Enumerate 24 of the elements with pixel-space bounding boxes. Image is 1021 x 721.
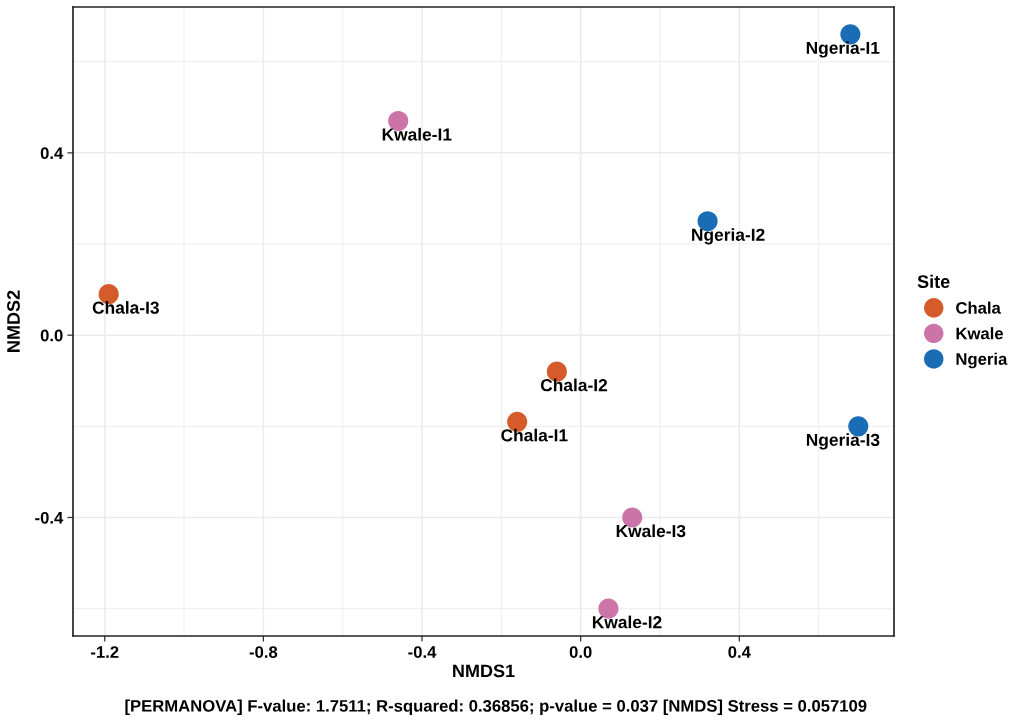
- annotation: Kwale-I1: [382, 127, 452, 141]
- y-tick-label: 0.4: [40, 147, 64, 160]
- annotation: Ngeria-I1: [806, 41, 880, 58]
- text: [PERMANOVA] F-value: 1.7511; R-squared: 0.36856; p-value = 0.037 [NMDS] Stress = 0.057109: [125, 699, 867, 716]
- annotation: Chala-I3: [92, 301, 159, 314]
- annotation: Chala-I2: [540, 378, 608, 392]
- legend-label: Chala: [956, 301, 1001, 314]
- annotation: Ngeria-I3: [806, 433, 880, 450]
- annotation: Kwale-I3: [616, 524, 686, 538]
- legend-title: Site: [917, 274, 950, 289]
- x-axis-title: NMDS1: [453, 664, 515, 678]
- y-tick-label: 0.0: [40, 329, 63, 342]
- x-tick-label: -1.2: [91, 646, 119, 658]
- annotation: Chala-I1: [501, 428, 568, 442]
- legend-label: Kwale: [956, 327, 1004, 340]
- x-tick-label: 0.4: [728, 646, 751, 658]
- x-tick-label: -0.4: [408, 646, 437, 658]
- x-tick-label: -0.8: [249, 646, 278, 658]
- annotation: Kwale-I2: [592, 615, 662, 629]
- legend-label: Ngeria: [956, 352, 1008, 369]
- y-axis-title: NMDS2: [7, 290, 20, 352]
- annotation: Ngeria-I2: [692, 228, 765, 245]
- y-tick-label: -0.4: [35, 511, 64, 524]
- x-tick-label: 0.0: [569, 646, 592, 658]
